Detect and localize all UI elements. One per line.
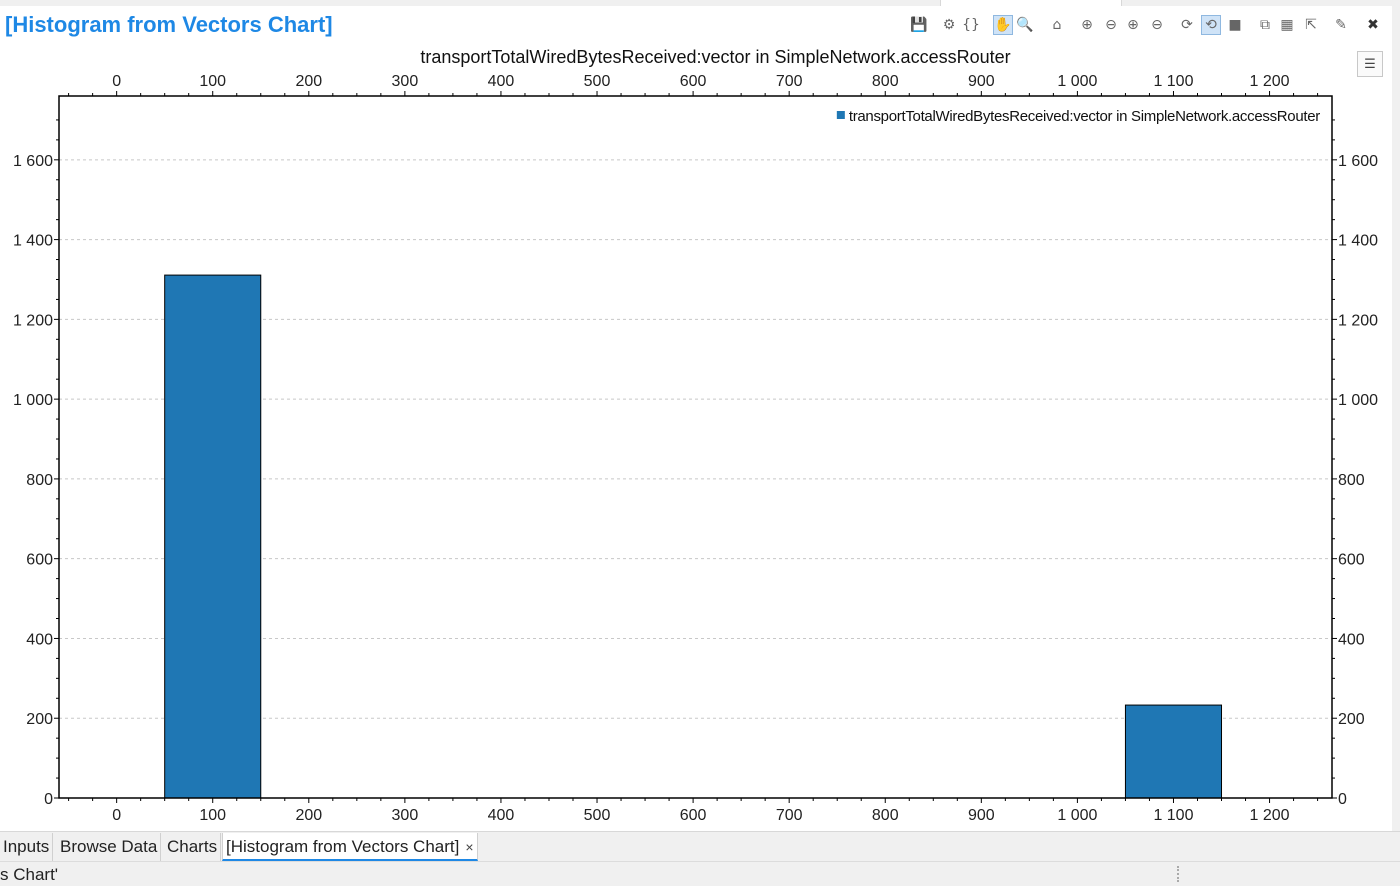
magnifier-icon[interactable]: 🔍 — [1016, 17, 1034, 33]
x-tick-label-top: 200 — [295, 73, 322, 90]
y-tick-label-right: 1 600 — [1338, 153, 1378, 170]
editor-page-tabs: Inputs Browse Data Charts [Histogram from V… — [0, 831, 1400, 862]
save-icon[interactable]: 💾 — [910, 17, 928, 33]
x-tick-label-top: 800 — [872, 73, 899, 90]
x-tick-label-top: 0 — [112, 73, 121, 90]
stop-icon[interactable]: ■ — [1228, 17, 1242, 33]
y-tick-label-right: 1 400 — [1338, 233, 1378, 250]
x-tick-label-bottom: 1 100 — [1153, 807, 1193, 824]
y-tick-label-right: 600 — [1338, 552, 1365, 569]
x-tick-label-bottom: 1 000 — [1057, 807, 1097, 824]
y-tick-label-left: 600 — [26, 552, 53, 569]
refresh-icon[interactable]: ⟳ — [1181, 17, 1193, 33]
x-tick-label-bottom: 500 — [584, 807, 611, 824]
copy-icon[interactable]: ⧉ — [1260, 17, 1270, 33]
y-tick-label-right: 0 — [1338, 791, 1347, 808]
chart-title: transportTotalWiredBytesReceived:vector … — [420, 47, 1010, 67]
x-tick-label-top: 100 — [199, 73, 226, 90]
status-bar: s Chart' — [0, 861, 1400, 886]
y-tick-label-left: 800 — [26, 472, 53, 489]
histogram-bar — [1124, 704, 1223, 799]
y-tick-label-right: 800 — [1338, 472, 1365, 489]
x-tick-label-top: 600 — [680, 73, 707, 90]
tab-browse-data[interactable]: Browse Data — [57, 833, 162, 861]
tab-label: [Histogram from Vectors Chart] — [226, 837, 460, 856]
zoom-out-horizontal-icon[interactable]: ⊖ — [1105, 17, 1117, 33]
y-tick-label-left: 1 000 — [13, 392, 53, 409]
x-tick-label-top: 300 — [392, 73, 419, 90]
close-icon[interactable]: ✖ — [1367, 17, 1379, 33]
x-tick-label-top: 500 — [584, 73, 611, 90]
y-tick-label-left: 400 — [26, 631, 53, 648]
x-tick-label-bottom: 800 — [872, 807, 899, 824]
tab-label: Browse Data — [60, 837, 158, 856]
y-tick-label-left: 1 600 — [13, 153, 53, 170]
y-tick-label-left: 0 — [44, 791, 53, 808]
tab-label: Charts — [167, 837, 218, 856]
chart-properties-button[interactable]: ☰ — [1357, 51, 1383, 77]
x-tick-label-top: 400 — [488, 73, 515, 90]
x-tick-label-bottom: 0 — [112, 807, 121, 824]
x-tick-label-bottom: 1 200 — [1250, 807, 1290, 824]
editor-title: [Histogram from Vectors Chart] — [5, 12, 333, 37]
y-tick-label-right: 200 — [1338, 711, 1365, 728]
list-icon: ☰ — [1364, 56, 1376, 72]
legend-label: transportTotalWiredBytesReceived:vector … — [849, 108, 1320, 125]
x-tick-label-top: 1 100 — [1153, 73, 1193, 90]
plot-area — [59, 96, 1332, 798]
braces-icon[interactable]: {} — [962, 17, 980, 33]
x-tick-label-top: 700 — [776, 73, 803, 90]
x-tick-label-bottom: 100 — [199, 807, 226, 824]
y-tick-label-left: 1 400 — [13, 233, 53, 250]
histogram-chart[interactable]: transportTotalWiredBytesReceived:vector … — [0, 0, 1392, 831]
legend-swatch — [836, 111, 845, 119]
y-tick-label-right: 1 200 — [1338, 312, 1378, 329]
x-tick-label-bottom: 700 — [776, 807, 803, 824]
zoom-in-vertical-icon[interactable]: ⊕ — [1127, 17, 1139, 33]
zoom-out-vertical-icon[interactable]: ⊖ — [1151, 17, 1163, 33]
y-tick-label-right: 1 000 — [1338, 392, 1378, 409]
x-tick-label-top: 900 — [968, 73, 995, 90]
new-chart-icon[interactable]: ✎ — [1335, 17, 1347, 33]
y-tick-label-left: 1 200 — [13, 312, 53, 329]
histogram-bar — [164, 274, 262, 799]
x-tick-label-top: 1 000 — [1057, 73, 1097, 90]
top-tab-strip — [0, 0, 1400, 6]
status-text: s Chart' — [0, 865, 59, 884]
export-chart-icon[interactable]: ▦ — [1280, 17, 1294, 33]
tab-charts[interactable]: Charts — [164, 833, 222, 861]
x-tick-label-bottom: 200 — [295, 807, 322, 824]
x-tick-label-bottom: 300 — [392, 807, 419, 824]
tab-label: Inputs — [3, 837, 50, 856]
x-tick-label-bottom: 600 — [680, 807, 707, 824]
auto-refresh-icon[interactable]: ⟲ — [1201, 15, 1221, 35]
vertical-scrollbar[interactable] — [1392, 6, 1400, 831]
x-tick-label-bottom: 900 — [968, 807, 995, 824]
close-tab-icon[interactable]: × — [465, 839, 474, 855]
status-separator — [1177, 866, 1181, 882]
top-tab[interactable] — [940, 0, 1122, 6]
zoom-in-horizontal-icon[interactable]: ⊕ — [1081, 17, 1093, 33]
tab-inputs[interactable]: Inputs — [0, 833, 54, 861]
tab-histogram-from-vectors-chart[interactable]: [Histogram from Vectors Chart] × — [222, 833, 478, 861]
hand-pan-icon[interactable]: ✋ — [993, 15, 1013, 35]
x-tick-label-top: 1 200 — [1250, 73, 1290, 90]
home-icon[interactable]: ⌂ — [1052, 17, 1062, 33]
export-data-icon[interactable]: ⇱ — [1305, 17, 1317, 33]
plot-frame — [58, 95, 1333, 799]
y-tick-label-right: 400 — [1338, 631, 1365, 648]
gear-icon[interactable]: ⚙ — [942, 17, 956, 33]
x-tick-label-bottom: 400 — [488, 807, 515, 824]
y-tick-label-left: 200 — [26, 711, 53, 728]
